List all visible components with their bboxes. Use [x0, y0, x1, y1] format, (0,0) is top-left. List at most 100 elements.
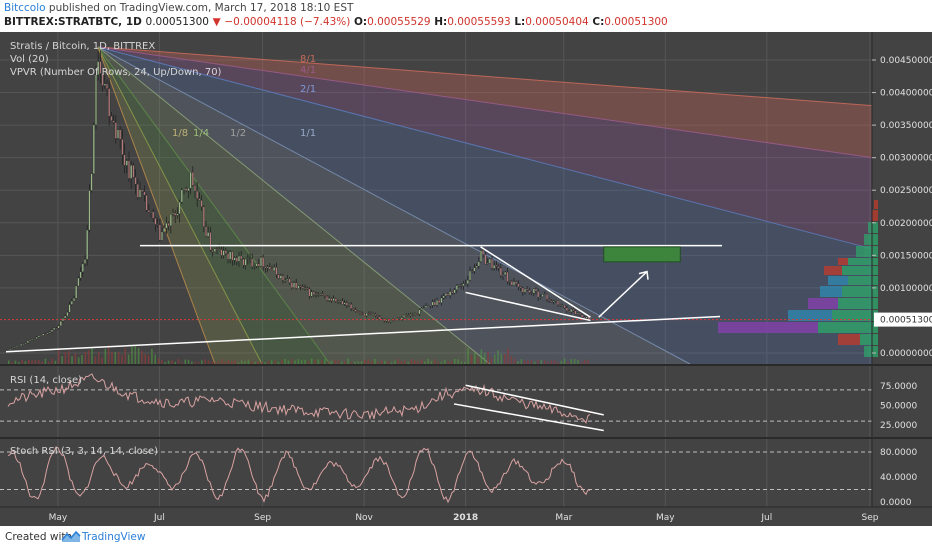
volume-bar	[111, 352, 113, 364]
open-label: O:	[353, 16, 368, 28]
fan-label: 1/2	[230, 128, 246, 139]
volume-bar	[257, 362, 260, 364]
author-link[interactable]: Bitccolo	[4, 2, 46, 14]
volume-bar	[453, 358, 456, 364]
candle-body	[66, 312, 69, 317]
candle-body	[312, 291, 315, 295]
candle-body	[273, 267, 276, 271]
volume-bar	[587, 359, 589, 364]
volume-bar	[510, 356, 513, 364]
fan-label: 1/1	[300, 128, 316, 139]
candle-body	[310, 291, 313, 297]
volume-bar	[144, 353, 147, 364]
low-label: L:	[514, 16, 526, 28]
candle-body	[37, 335, 40, 338]
candle-body	[365, 313, 368, 316]
fan-line	[97, 46, 216, 365]
volume-bar	[357, 361, 360, 364]
volume-bar	[84, 351, 87, 364]
fan-line	[97, 46, 873, 107]
volume-bars	[8, 345, 589, 364]
candle-body	[64, 315, 67, 319]
vpvr-bar	[824, 266, 842, 275]
volume-bar	[67, 350, 70, 364]
volume-bar	[274, 360, 276, 364]
price-tick-label: 0.00150000	[880, 251, 932, 261]
candle-body	[121, 139, 124, 155]
candle-body	[165, 222, 168, 229]
candle-body	[495, 264, 498, 267]
candle-body	[411, 314, 414, 316]
fan-label: 4/1	[300, 65, 316, 76]
candle-body	[517, 283, 520, 287]
candle-body	[229, 251, 232, 260]
volume-bar	[230, 360, 233, 364]
candle-body	[244, 259, 247, 266]
candle-body	[352, 308, 355, 310]
candle-body	[15, 346, 18, 348]
volume-bar	[267, 360, 270, 364]
gann-fan	[97, 46, 873, 365]
target-zone-box	[603, 246, 681, 263]
candle-body	[268, 266, 271, 270]
volume-bar	[237, 362, 240, 364]
volume-bar	[114, 352, 117, 364]
volume-bar	[350, 362, 353, 364]
time-tick-label: Nov	[355, 513, 373, 523]
candle-body	[183, 188, 185, 191]
candle-body	[205, 226, 207, 237]
grid-lines	[0, 32, 872, 507]
candle-body	[211, 250, 214, 253]
candle-body	[376, 315, 379, 317]
volume-bar	[354, 361, 356, 364]
candle-body	[246, 258, 249, 260]
vpvr-bar-up	[838, 298, 878, 309]
open-value: 0.00055529	[367, 16, 431, 28]
volume-bar	[167, 360, 170, 364]
volume-bar	[191, 361, 193, 364]
volume-bar	[560, 360, 563, 364]
volume-bar	[204, 359, 206, 364]
candle-body	[73, 297, 75, 302]
candle-body	[477, 261, 480, 267]
vpvr-legend: VPVR (Number Of Rows, 24, Up/Down, 70)	[10, 67, 222, 78]
volume-bar	[513, 358, 516, 364]
candle-body	[114, 122, 117, 139]
volume-bar	[34, 359, 37, 364]
candle-body	[475, 265, 478, 268]
volume-bar	[71, 356, 73, 364]
candle-body	[33, 338, 36, 340]
candle-body	[568, 310, 570, 313]
candle-body	[297, 285, 300, 289]
candle-body	[394, 319, 397, 321]
candle-body	[438, 299, 441, 303]
candle-body	[191, 171, 194, 186]
candle-body	[106, 83, 108, 89]
candle-body	[425, 305, 427, 308]
volume-bar	[300, 360, 303, 364]
candle-body	[7, 349, 9, 351]
created-with-text: Created with	[5, 531, 73, 543]
support-trendline	[5, 315, 721, 353]
vpvr-bar	[874, 200, 878, 209]
candle-body	[262, 257, 265, 267]
tradingview-brand[interactable]: TradingView	[82, 531, 146, 543]
candlesticks	[7, 50, 590, 351]
candle-body	[565, 307, 568, 311]
candle-body	[189, 171, 192, 189]
price-chart[interactable]: 8/14/1 2/1 1/1 1/2 1/4 1/8 0.00450000 0.004000…	[0, 32, 932, 526]
candle-body	[143, 191, 146, 196]
volume-bar	[527, 360, 529, 364]
candle-body	[55, 327, 58, 329]
volume-bar	[317, 359, 320, 364]
volume-bar	[497, 350, 499, 364]
candle-body	[202, 206, 205, 227]
volume-bar	[207, 360, 210, 364]
vpvr-bar-up	[848, 258, 878, 265]
volume-bar	[87, 349, 90, 364]
trend-drawings	[0, 244, 872, 353]
volume-bar	[457, 359, 459, 364]
candle-body	[521, 287, 524, 293]
price-tick-label: 0.00300000	[880, 154, 932, 164]
volume-bar	[460, 361, 463, 364]
